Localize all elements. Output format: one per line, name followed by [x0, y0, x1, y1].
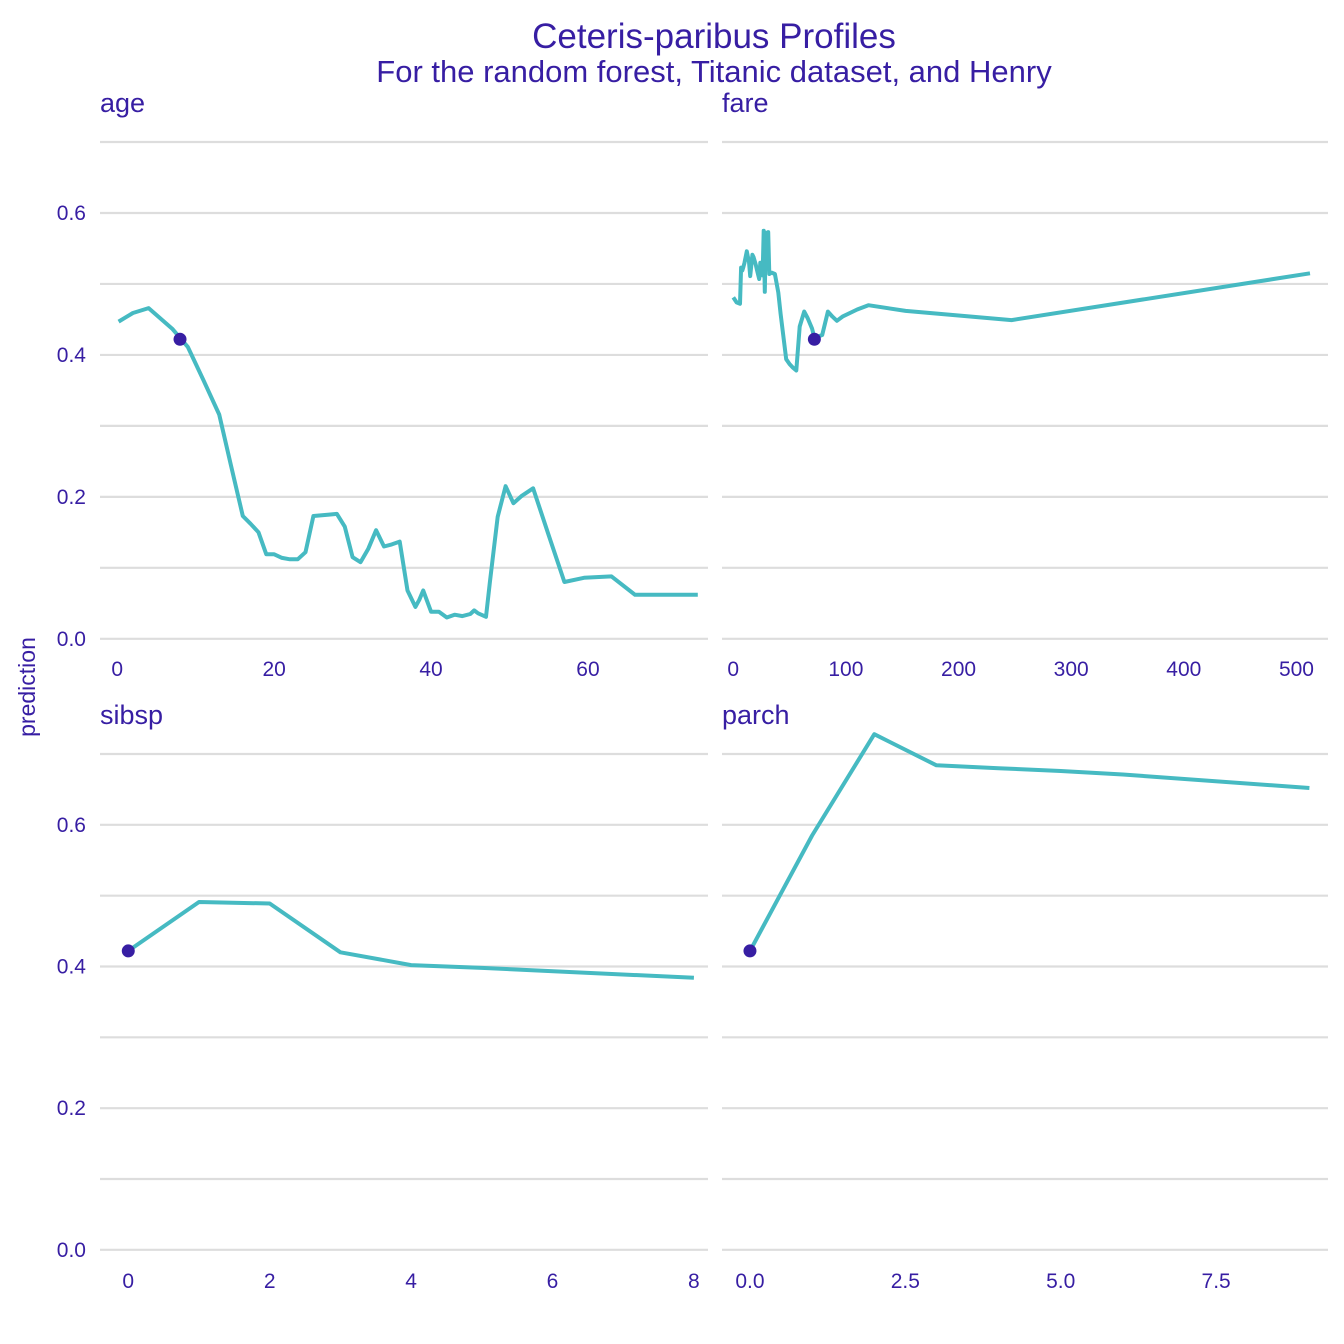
- x-tick-label: 200: [941, 658, 976, 681]
- x-tick-label: 4: [405, 1270, 417, 1293]
- x-tick-label: 6: [547, 1270, 559, 1293]
- strip-label-fare: fare: [722, 88, 769, 118]
- x-tick-label: 8: [688, 1270, 700, 1293]
- x-tick-label: 20: [262, 658, 285, 681]
- panel-sibsp: sibsp 0 2 4 6 8 0.0 0.2 0.4 0.6: [57, 700, 708, 1293]
- y-tick-label: 0.0: [57, 1239, 86, 1262]
- strip-label-parch: parch: [722, 700, 790, 730]
- observation-point-age: [173, 332, 187, 346]
- observation-point-fare: [807, 332, 821, 346]
- observation-point-parch: [743, 944, 757, 958]
- y-tick-label: 0.2: [57, 486, 86, 509]
- x-tick-label: 500: [1279, 658, 1314, 681]
- y-axis-label: prediction: [14, 637, 40, 737]
- strip-label-age: age: [100, 88, 145, 118]
- profile-line-fare: [731, 228, 1311, 373]
- x-tick-label: 0: [111, 658, 123, 681]
- profile-line-sibsp: [127, 900, 694, 980]
- panel-age: age 0 20 40 60 0.0 0.2 0.4 0.6: [57, 88, 708, 681]
- profile-line-age: [117, 306, 698, 620]
- x-tick-label: 0.0: [735, 1270, 764, 1293]
- profile-line-parch: [748, 732, 1310, 952]
- strip-label-sibsp: sibsp: [100, 700, 163, 730]
- x-tick-label: 0: [122, 1270, 134, 1293]
- chart-subtitle: For the random forest, Titanic dataset, …: [376, 54, 1052, 89]
- chart-title: Ceteris-paribus Profiles: [532, 17, 896, 56]
- observation-point-sibsp: [121, 944, 135, 958]
- x-tick-label: 60: [576, 658, 599, 681]
- x-tick-label: 40: [419, 658, 442, 681]
- y-tick-label: 0.4: [57, 956, 87, 979]
- y-tick-label: 0.6: [57, 202, 86, 225]
- y-tick-label: 0.6: [57, 814, 86, 837]
- y-tick-label: 0.0: [57, 628, 86, 651]
- x-tick-label: 5.0: [1046, 1270, 1075, 1293]
- x-tick-label: 7.5: [1202, 1270, 1231, 1293]
- x-tick-label: 100: [828, 658, 863, 681]
- y-tick-label: 0.4: [57, 344, 87, 367]
- panel-parch: parch 0.0 2.5 5.0 7.5: [722, 700, 1328, 1293]
- panel-fare: fare 0 100 200 300 400 500: [722, 88, 1328, 681]
- y-tick-label: 0.2: [57, 1097, 86, 1120]
- x-tick-label: 2: [264, 1270, 276, 1293]
- x-tick-label: 300: [1054, 658, 1089, 681]
- x-tick-label: 0: [727, 658, 739, 681]
- x-tick-label: 400: [1166, 658, 1201, 681]
- x-tick-label: 2.5: [891, 1270, 920, 1293]
